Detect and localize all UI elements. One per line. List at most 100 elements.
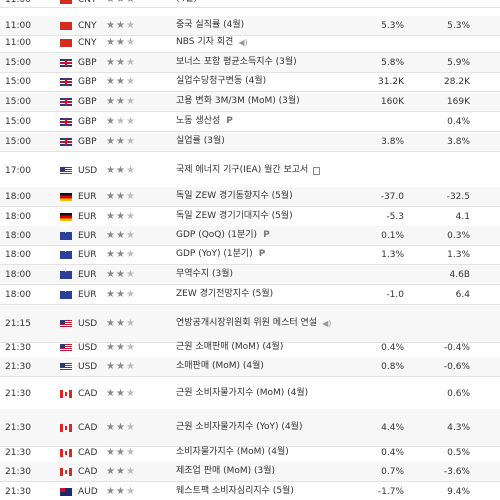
star-icon: ★	[106, 116, 116, 127]
country-flag-cell	[60, 152, 72, 189]
gb-flag-icon	[60, 137, 72, 146]
event-name[interactable]: 중국 실직률 (4월)	[176, 16, 368, 35]
forecast-value	[428, 0, 470, 7]
forecast-value: -3.6%	[443, 466, 470, 477]
event-name[interactable]: 근원 소비자물가지수 (YoY) (4월)	[176, 409, 368, 446]
gb-flag-icon	[60, 97, 72, 106]
event-label[interactable]: 제조업 판매 (MoM) (3월)	[176, 466, 276, 476]
calendar-row[interactable]: 21:30 CAD ★ ★ ★ 소비자물가지수 (MoM) (4월) 0.4% 0.5%	[0, 443, 500, 463]
event-label[interactable]: 독일 ZEW 경기기대지수 (5월)	[176, 211, 293, 221]
star-icon: ★	[126, 0, 136, 5]
importance-stars: ★★★	[106, 72, 168, 91]
star-icon: ★	[106, 191, 116, 202]
event-label[interactable]: 보너스 포함 평균소득지수 (3월)	[176, 57, 297, 67]
event-name[interactable]: 고용 변화 3M/3M (MoM) (3월)	[176, 92, 368, 111]
event-name[interactable]: 보너스 포함 평균소득지수 (3월)	[176, 53, 368, 72]
country-flag-cell	[60, 226, 72, 245]
event-label[interactable]: 독일 ZEW 경기동향지수 (5월)	[176, 191, 293, 201]
event-label[interactable]: 실업수당청구변동 (4월)	[176, 76, 267, 86]
event-name[interactable]: 노동 생산성 P	[176, 112, 368, 131]
calendar-row[interactable]: 18:00 EUR ★ ★ ★ 독일 ZEW 경기동향지수 (5월) -37.0 -32.5	[0, 187, 500, 207]
event-label[interactable]: 근원 소비자물가지수 (MoM) (4월)	[176, 388, 309, 398]
event-name[interactable]: 근원 소매판매 (MoM) (4월)	[176, 338, 368, 357]
event-label[interactable]: GDP (QoQ) (1분기)	[176, 230, 258, 240]
event-label[interactable]: 근원 소매판매 (MoM) (4월)	[176, 342, 284, 352]
calendar-row[interactable]: 18:00 EUR ★ ★ ★ 독일 ZEW 경기기대지수 (5월) -5.3 4.1	[0, 207, 500, 227]
event-name[interactable]: ZEW 경기전망지수 (5월)	[176, 285, 368, 304]
forecast-value: 28.2K	[444, 76, 470, 87]
event-name[interactable]: 독일 ZEW 경기기대지수 (5월)	[176, 207, 368, 226]
calendar-row[interactable]: 21:30 AUD ★ ★ ★ 웨스트팩 소비자심리지수 (5월) -1.7% 9.4%	[0, 482, 500, 500]
event-name[interactable]: 소매판매 (MoM) (4월)	[176, 357, 368, 376]
calendar-row[interactable]: 15:00 GBP ★ ★ ★ 고용 변화 3M/3M (MoM) (3월) 160K 169…	[0, 92, 500, 112]
event-name[interactable]: 무역수지 (3월)	[176, 265, 368, 284]
currency-code: USD	[78, 165, 98, 176]
event-name[interactable]: 웨스트팩 소비자심리지수 (5월)	[176, 482, 368, 500]
country-flag-cell	[60, 112, 72, 131]
event-label[interactable]: NBS 기자 회견	[176, 37, 234, 47]
calendar-row[interactable]: 11:00 CNY ★ ★ ★ 중국 실직률 (4월) 5.3% 5.3%	[0, 16, 500, 36]
event-name[interactable]: GDP (QoQ) (1분기) P	[176, 226, 368, 245]
event-label[interactable]: 웨스트팩 소비자심리지수 (5월)	[176, 486, 294, 496]
event-time: 18:00	[5, 289, 31, 300]
calendar-row[interactable]: 21:15 USD ★ ★ ★ 연방공개시장위원회 위원 메스터 연설 ◀)	[0, 305, 500, 343]
gb-flag-icon	[60, 77, 72, 86]
cn-flag-icon	[60, 38, 72, 47]
star-icon: ★	[125, 342, 136, 353]
event-name[interactable]: 실업률 (3월)	[176, 132, 368, 151]
calendar-row[interactable]: 15:00 GBP ★ ★ ★ 실업률 (3월) 3.8% 3.8%	[0, 132, 500, 152]
event-name[interactable]: (4월)	[176, 0, 368, 7]
event-name[interactable]: 소비자물가지수 (MoM) (4월)	[176, 443, 368, 462]
star-icon: ★	[125, 289, 136, 300]
calendar-row[interactable]: 15:00 GBP ★ ★ ★ 노동 생산성 P 0.4%	[0, 112, 500, 132]
calendar-row[interactable]: 15:00 GBP ★ ★ ★ 실업수당청구변동 (4월) 31.2K 28.2K	[0, 72, 500, 92]
country-flag-cell	[60, 245, 72, 264]
calendar-row[interactable]: 21:30 CAD ★ ★ ★ 근원 소비자물가지수 (YoY) (4월) 4.4% 4.3%	[0, 409, 500, 447]
calendar-row[interactable]: 21:30 CAD ★ ★ ★ 제조업 판매 (MoM) (3월) 0.7% -3.6%	[0, 462, 500, 482]
event-label[interactable]: 소매판매 (MoM) (4월)	[176, 361, 264, 371]
event-label[interactable]: 근원 소비자물가지수 (YoY) (4월)	[176, 422, 303, 432]
event-time: 11:00	[5, 0, 49, 7]
star-icon: ★	[106, 447, 116, 458]
event-label[interactable]: 국제 에너지 기구(IEA) 월간 보고서	[176, 165, 309, 175]
event-name[interactable]: 제조업 판매 (MoM) (3월)	[176, 462, 368, 481]
event-label[interactable]: 연방공개시장위원회 위원 메스터 연설	[176, 318, 318, 328]
star-icon: ★	[115, 388, 126, 399]
calendar-row[interactable]: 17:00 USD ★ ★ ★ 국제 에너지 기구(IEA) 월간 보고서	[0, 152, 500, 190]
calendar-row[interactable]: 21:30 CAD ★ ★ ★ 근원 소비자물가지수 (MoM) (4월) 0.6%	[0, 375, 500, 413]
event-name[interactable]: 근원 소비자물가지수 (MoM) (4월)	[176, 375, 368, 412]
event-label[interactable]: (4월)	[176, 0, 197, 7]
star-icon: ★	[106, 486, 116, 497]
star-icon: ★	[115, 289, 126, 300]
event-label[interactable]: 고용 변화 3M/3M (MoM) (3월)	[176, 96, 300, 106]
calendar-row[interactable]: 15:00 GBP ★ ★ ★ 보너스 포함 평균소득지수 (3월) 5.8% 5.9%	[0, 53, 500, 73]
calendar-row[interactable]: 11:00 CNY ★ ★ ★ NBS 기자 회견 ◀)	[0, 33, 500, 53]
event-label[interactable]: 실업률 (3월)	[176, 136, 225, 146]
event-label[interactable]: 소비자물가지수 (MoM) (4월)	[176, 447, 289, 457]
event-name[interactable]: 실업수당청구변동 (4월)	[176, 72, 368, 91]
calendar-row[interactable]: 21:30 USD ★ ★ ★ 소매판매 (MoM) (4월) 0.8% -0.6%	[0, 357, 500, 377]
event-name[interactable]: 연방공개시장위원회 위원 메스터 연설 ◀)	[176, 305, 368, 342]
importance-stars: ★★★	[106, 187, 168, 206]
country-flag-cell	[60, 33, 72, 52]
importance-stars: ★★★	[106, 265, 168, 284]
event-name[interactable]: 독일 ZEW 경기동향지수 (5월)	[176, 187, 368, 206]
event-time: 18:00	[5, 230, 31, 241]
currency-code: CAD	[78, 422, 98, 433]
calendar-row[interactable]: 21:30 USD ★ ★ ★ 근원 소매판매 (MoM) (4월) 0.4% -0.4%	[0, 338, 500, 358]
star-icon: ★	[106, 165, 116, 176]
event-name[interactable]: GDP (YoY) (1분기) P	[176, 245, 368, 264]
event-name[interactable]: 국제 에너지 기구(IEA) 월간 보고서	[176, 152, 368, 189]
event-label[interactable]: 무역수지 (3월)	[176, 269, 234, 279]
event-label[interactable]: GDP (YoY) (1분기)	[176, 249, 253, 259]
event-time: 15:00	[5, 57, 31, 68]
event-label[interactable]: 노동 생산성	[176, 116, 221, 126]
event-name[interactable]: NBS 기자 회견 ◀)	[176, 33, 368, 52]
event-label[interactable]: ZEW 경기전망지수 (5월)	[176, 289, 274, 299]
event-label[interactable]: 중국 실직률 (4월)	[176, 20, 245, 30]
